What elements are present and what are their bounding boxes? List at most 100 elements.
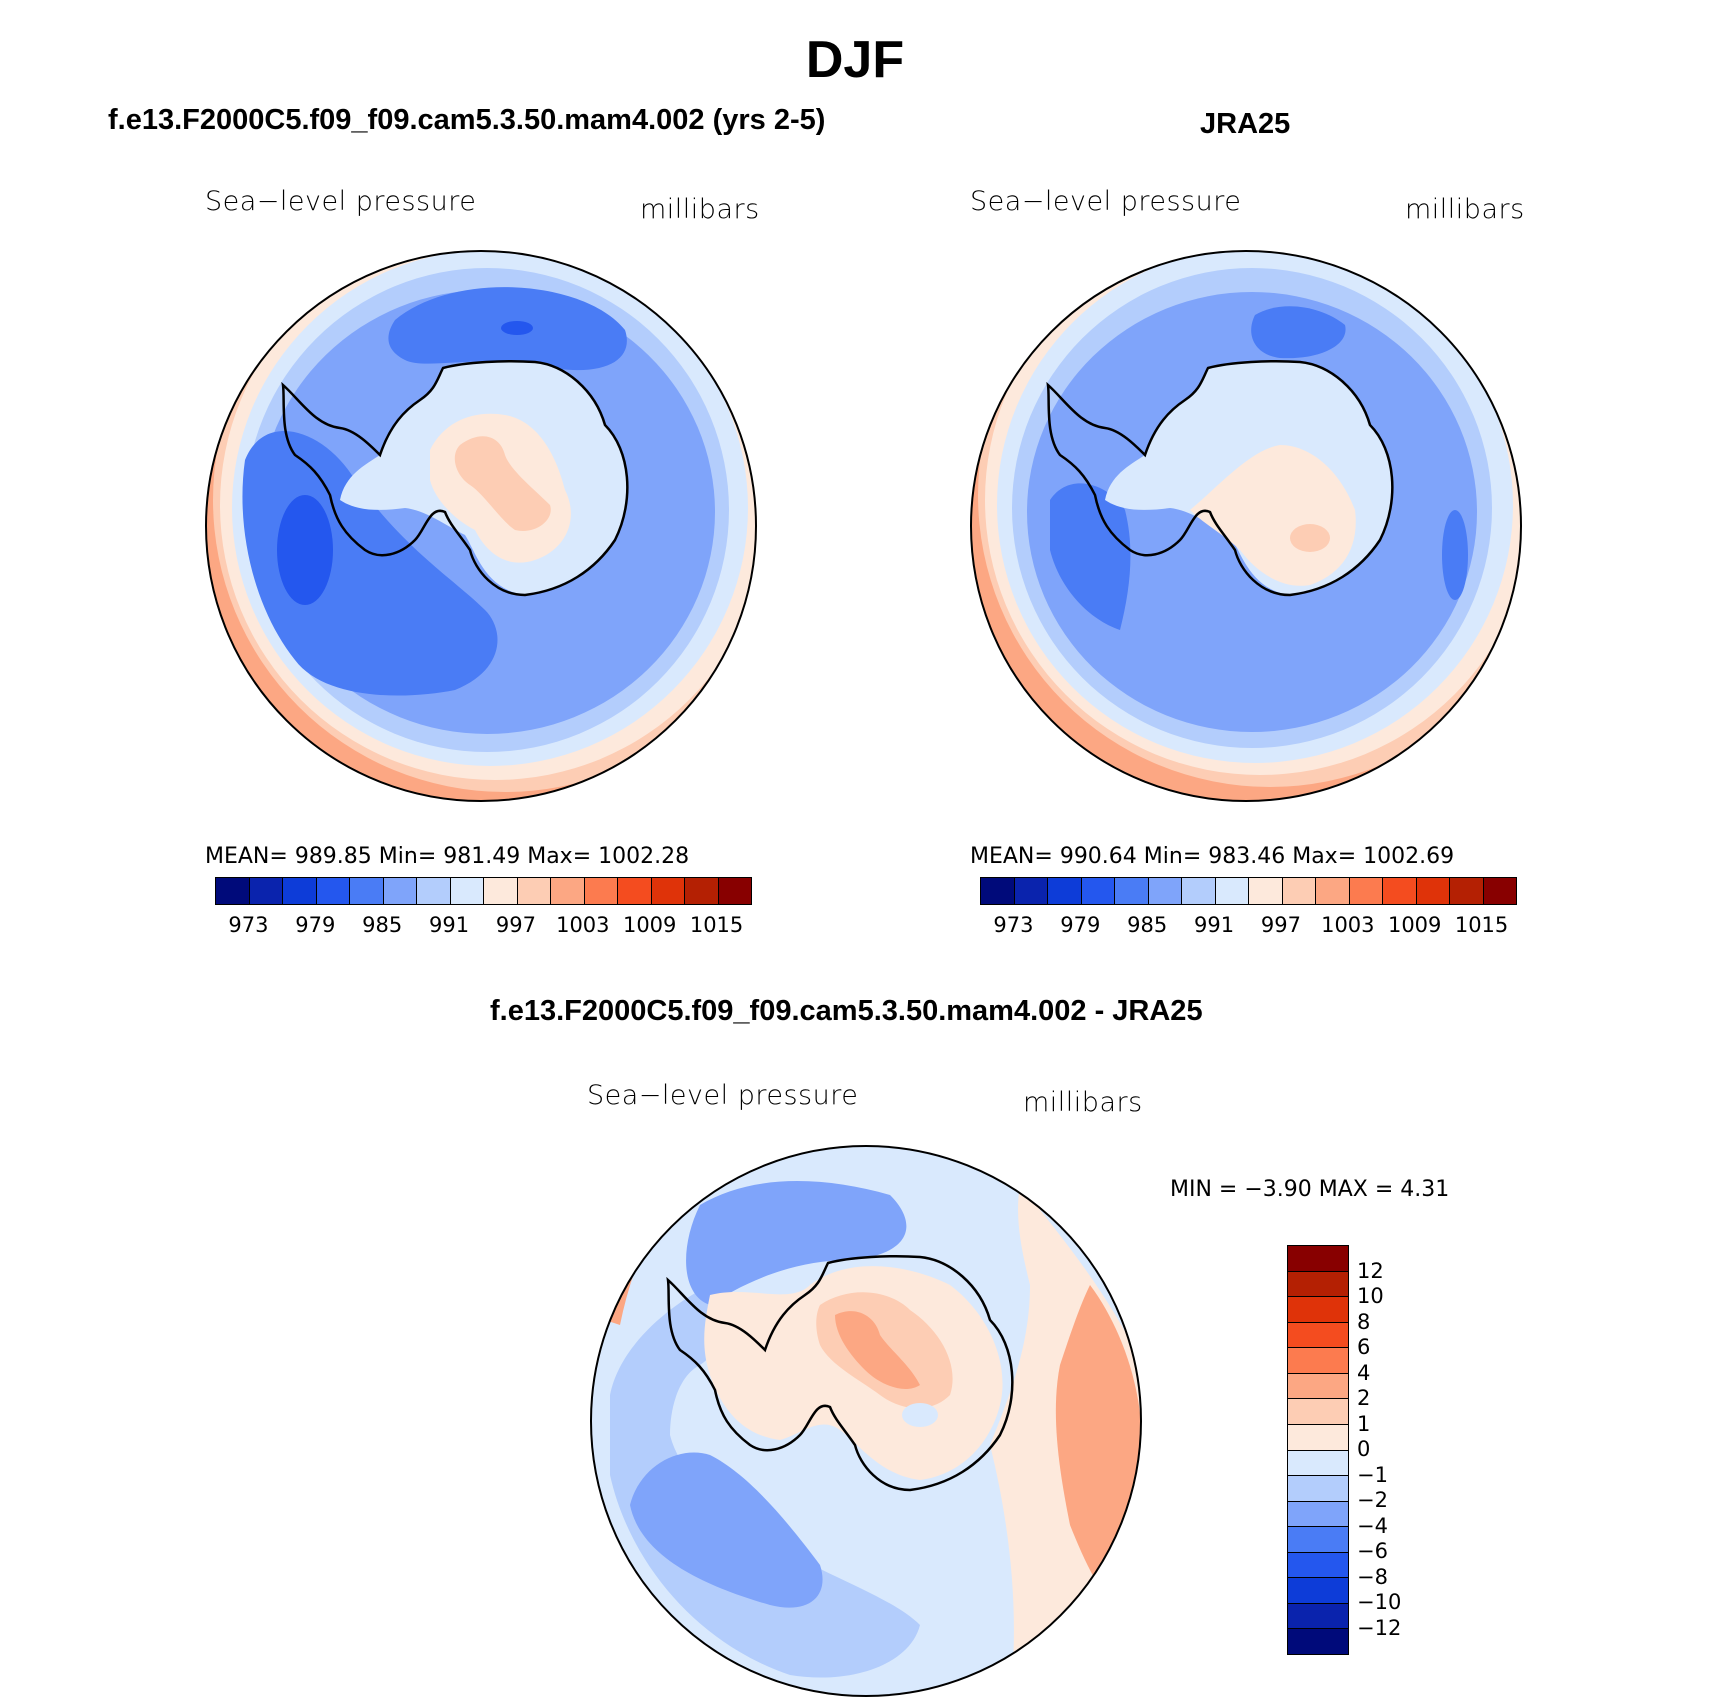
colorbar-swatch	[1249, 878, 1283, 904]
colorbar-tick-label: 985	[362, 913, 403, 937]
model-map	[205, 250, 757, 802]
low-center-1	[277, 495, 333, 605]
colorbar-swatch	[1288, 1297, 1348, 1323]
figure-title: DJF	[805, 31, 905, 89]
colorbar-tick-label: 979	[1060, 913, 1101, 937]
colorbar-tick-label: 973	[228, 913, 269, 937]
low-pressure-atlantic	[1251, 306, 1346, 359]
colorbar-tick-label: 1003	[556, 913, 610, 937]
colorbar-swatch	[618, 878, 652, 904]
colorbar-swatch	[551, 878, 585, 904]
obs-map	[970, 250, 1522, 802]
model-units-label: millibars	[640, 194, 760, 225]
colorbar-swatch	[1288, 1527, 1348, 1553]
colorbar-tick-label: −1	[1357, 1462, 1388, 1487]
colorbar-swatch	[383, 878, 417, 904]
colorbar-tick-label: 10	[1357, 1284, 1384, 1308]
colorbar-tick-label: 0	[1357, 1437, 1371, 1461]
diff-variable-label: Sea−level pressure	[587, 1080, 859, 1111]
colorbar-swatch	[1288, 1501, 1348, 1528]
colorbar-swatch	[651, 878, 685, 904]
antarctica-coastline	[1046, 360, 1394, 597]
colorbar-swatch	[1288, 1476, 1348, 1502]
colorbar-tick-label: 1	[1357, 1411, 1371, 1436]
obs-stats: MEAN= 990.64 Min= 983.46 Max= 1002.69	[970, 844, 1455, 869]
colorbar-tick-label: 12	[1357, 1258, 1384, 1283]
model-panel-title: f.e13.F2000C5.f09_f09.cam5.3.50.mam4.002…	[108, 104, 826, 136]
colorbar-swatch	[1288, 1373, 1348, 1400]
colorbar-swatch	[1416, 878, 1450, 904]
colorbar-tick-label: −10	[1357, 1590, 1402, 1614]
colorbar-tick-label: 991	[429, 913, 470, 937]
colorbar-swatch	[450, 878, 484, 904]
colorbar-tick-label: 2	[1357, 1386, 1371, 1410]
colorbar-swatch	[1215, 878, 1249, 904]
map-boundary	[205, 250, 757, 802]
colorbar-swatch	[484, 878, 518, 904]
antarctica-positive-core	[835, 1311, 920, 1390]
colorbar-swatch	[350, 878, 384, 904]
obs-variable-label: Sea−level pressure	[970, 186, 1242, 217]
colorbar-swatch	[1288, 1424, 1348, 1451]
colorbar-swatch	[1288, 1322, 1348, 1349]
colorbar-swatch	[249, 878, 283, 904]
model-stats: MEAN= 989.85 Min= 981.49 Max= 1002.28	[205, 844, 690, 869]
colorbar-swatch	[1288, 1348, 1348, 1374]
colorbar-tick-label: −6	[1357, 1539, 1388, 1563]
colorbar-swatch	[685, 878, 719, 904]
colorbar-swatch	[417, 878, 451, 904]
colorbar-swatch	[1483, 878, 1516, 904]
negative-band-west	[610, 1285, 920, 1678]
map-boundary	[970, 250, 1522, 802]
diff-units-label: millibars	[1023, 1087, 1143, 1118]
colorbar-swatch	[283, 878, 317, 904]
colorbar-swatch	[1316, 878, 1350, 904]
colorbar-tick-label: 1015	[1454, 913, 1509, 937]
antarctica-peak	[1290, 524, 1330, 552]
colorbar-swatch	[1014, 878, 1048, 904]
colorbar-swatch	[1288, 1578, 1348, 1604]
model-variable-label: Sea−level pressure	[205, 186, 477, 217]
colorbar-tick-label: 8	[1357, 1309, 1371, 1334]
colorbar-tick-label: 991	[1194, 913, 1235, 937]
colorbar-swatch	[1450, 878, 1484, 904]
diff-panel-title: f.e13.F2000C5.f09_f09.cam5.3.50.mam4.002…	[490, 995, 1203, 1027]
antarctica-coastline	[281, 360, 629, 597]
colorbar-tick-label: 1009	[622, 913, 677, 937]
colorbar-swatch	[1115, 878, 1149, 904]
colorbar-swatch	[1349, 878, 1383, 904]
colorbar-swatch	[1282, 878, 1316, 904]
model-colorbar	[215, 877, 752, 905]
obs-panel-title: JRA25	[1200, 108, 1291, 140]
negative-center-pacific	[630, 1452, 823, 1608]
colorbar-tick-label: 985	[1127, 913, 1168, 937]
colorbar-swatch	[1288, 1450, 1348, 1477]
diff-map	[590, 1145, 1142, 1697]
colorbar-tick-label: 1009	[1387, 913, 1442, 937]
colorbar-swatch	[1288, 1552, 1348, 1579]
colorbar-swatch	[981, 878, 1015, 904]
antarctica-peak	[454, 436, 551, 531]
colorbar-swatch	[1288, 1629, 1348, 1654]
colorbar-swatch	[1081, 878, 1115, 904]
low-pressure-indian	[1442, 510, 1468, 600]
colorbar-swatch	[1182, 878, 1216, 904]
colorbar-tick-label: 1003	[1321, 913, 1375, 937]
colorbar-tick-label: 997	[1260, 913, 1301, 937]
colorbar-tick-label: −2	[1357, 1488, 1388, 1512]
negative-center-atlantic	[686, 1181, 907, 1305]
colorbar-tick-label: 1015	[689, 913, 744, 937]
diff-stats: MIN = −3.90 MAX = 4.31	[1170, 1177, 1450, 1202]
colorbar-swatch	[216, 878, 250, 904]
colorbar-tick-label: 997	[495, 913, 536, 937]
colorbar-tick-label: −8	[1357, 1564, 1388, 1589]
colorbar-swatch	[316, 878, 350, 904]
colorbar-swatch	[1148, 878, 1182, 904]
diff-colorbar	[1287, 1245, 1349, 1655]
colorbar-swatch	[1048, 878, 1082, 904]
obs-units-label: millibars	[1405, 194, 1525, 225]
colorbar-swatch	[1288, 1399, 1348, 1425]
obs-colorbar	[980, 877, 1517, 905]
colorbar-swatch	[1288, 1271, 1348, 1298]
colorbar-swatch	[584, 878, 618, 904]
